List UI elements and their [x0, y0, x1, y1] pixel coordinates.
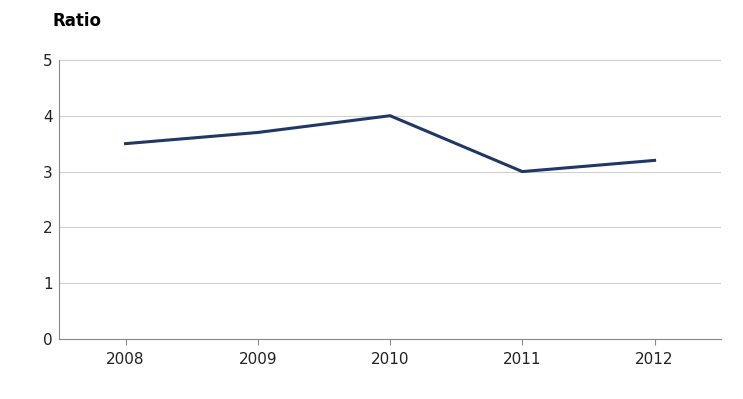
Text: Ratio: Ratio [52, 12, 101, 30]
